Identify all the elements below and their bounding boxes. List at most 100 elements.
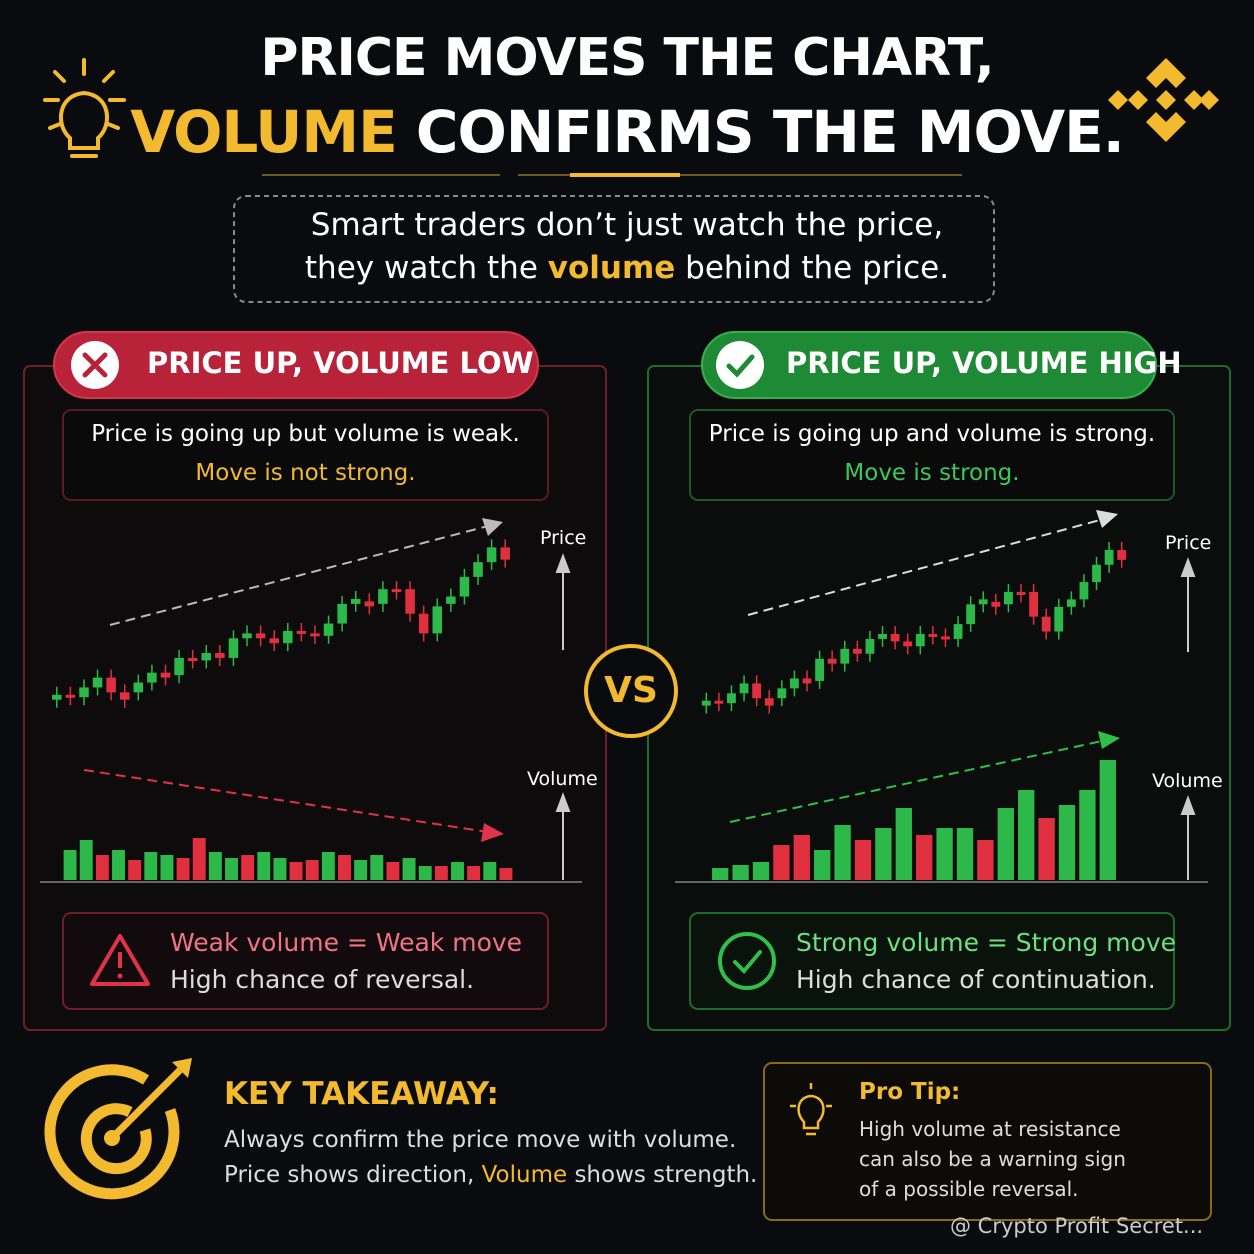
candle xyxy=(1117,549,1127,560)
takeaway-title: KEY TAKEAWAY: xyxy=(224,1076,499,1112)
intro-box xyxy=(233,195,995,303)
candle xyxy=(991,601,1001,607)
intro-highlight: volume xyxy=(547,250,676,286)
volume-bar xyxy=(752,862,770,880)
candle xyxy=(160,672,171,678)
volume-bar xyxy=(338,855,351,880)
axis-label: Volume xyxy=(527,768,598,790)
candle xyxy=(350,598,361,604)
candle xyxy=(378,589,388,604)
trend-line xyxy=(83,769,489,833)
volume-bar xyxy=(370,855,384,880)
desc-box xyxy=(62,409,549,501)
volume-bar xyxy=(936,828,953,880)
candle xyxy=(928,633,938,637)
volume-bar xyxy=(977,840,994,880)
note: Strong volume = Strong move xyxy=(796,928,1176,957)
warning-icon xyxy=(90,934,150,986)
check-icon xyxy=(718,932,776,990)
watermark: @ Crypto Profit Secret... xyxy=(950,1214,1204,1238)
candle xyxy=(133,682,144,693)
candle xyxy=(1016,591,1026,595)
intro: they watch the volume behind the price. xyxy=(0,250,1254,286)
candle xyxy=(446,596,456,604)
tip-line: of a possible reversal. xyxy=(859,1177,1079,1201)
takeaway-highlight: Volume xyxy=(481,1162,568,1188)
volume-bar xyxy=(176,858,190,880)
desc: Price is going up and volume is strong. xyxy=(708,421,1156,447)
volume-bar xyxy=(241,855,255,880)
candle xyxy=(459,576,470,597)
candle xyxy=(187,657,198,661)
note: High chance of continuation. xyxy=(796,965,1156,994)
check-icon xyxy=(726,354,755,378)
candle xyxy=(269,638,279,644)
candle xyxy=(802,678,812,684)
charts xyxy=(52,539,1127,880)
volume-bar xyxy=(1099,760,1116,880)
volume-bar xyxy=(1079,790,1096,880)
trend-line xyxy=(747,519,1101,616)
right-badge xyxy=(701,331,1157,399)
candle xyxy=(500,547,510,560)
candle xyxy=(1066,599,1076,607)
axis-arrows xyxy=(40,553,1208,883)
candle xyxy=(890,633,900,642)
candle xyxy=(878,633,887,639)
volume-bar xyxy=(273,858,287,880)
volume-bar xyxy=(773,845,790,880)
candle xyxy=(92,677,103,688)
volume-bar xyxy=(712,868,729,880)
volume-bar xyxy=(451,862,464,880)
arrowhead xyxy=(1096,510,1118,528)
volume-bar xyxy=(386,862,400,880)
volume-bar xyxy=(79,840,93,880)
candle xyxy=(701,700,711,706)
title: VOLUME CONFIRMS THE MOVE. xyxy=(0,98,1254,166)
candle xyxy=(1054,606,1064,632)
takeaway-text: Price shows direction, xyxy=(224,1162,475,1188)
volume-bar xyxy=(208,852,222,880)
volume-bar xyxy=(418,866,432,880)
axis-label: Volume xyxy=(1152,770,1223,792)
bulb-icon xyxy=(43,58,126,158)
candle xyxy=(764,698,774,706)
x-icon xyxy=(82,352,108,378)
axis-label: Price xyxy=(1165,532,1212,554)
volume-bar xyxy=(257,852,271,880)
volume-bar xyxy=(192,838,206,880)
candle xyxy=(296,630,307,634)
tip-line: High volume at resistance xyxy=(859,1117,1121,1141)
arrowhead xyxy=(481,823,504,842)
candle xyxy=(391,589,402,593)
desc-box xyxy=(689,409,1175,501)
candle xyxy=(1079,582,1089,600)
candle xyxy=(228,638,239,658)
arrowhead xyxy=(482,518,503,536)
volume-bar xyxy=(434,866,448,880)
candle xyxy=(405,589,415,614)
candle xyxy=(915,633,925,647)
tip-box xyxy=(763,1062,1212,1221)
tip-title: Pro Tip: xyxy=(859,1079,961,1105)
volume-bar xyxy=(956,828,974,880)
candle xyxy=(852,648,862,654)
volume-bar xyxy=(144,852,158,880)
candle xyxy=(79,687,89,698)
left-badge xyxy=(53,331,539,399)
candle xyxy=(215,653,225,658)
candle xyxy=(65,694,76,698)
volume-bar xyxy=(895,808,912,880)
candle xyxy=(903,641,913,647)
tip-line: can also be a warning sign xyxy=(859,1147,1126,1171)
volume-bar xyxy=(305,860,319,880)
tip-bulb xyxy=(790,1083,832,1136)
candle xyxy=(201,653,212,661)
volume-bar xyxy=(499,868,513,880)
candle xyxy=(777,688,787,699)
volume-bar xyxy=(483,862,497,880)
note-box xyxy=(62,912,549,1010)
warning-icon xyxy=(117,973,123,979)
note: Weak volume = Weak move xyxy=(170,928,523,957)
candle xyxy=(283,630,293,644)
